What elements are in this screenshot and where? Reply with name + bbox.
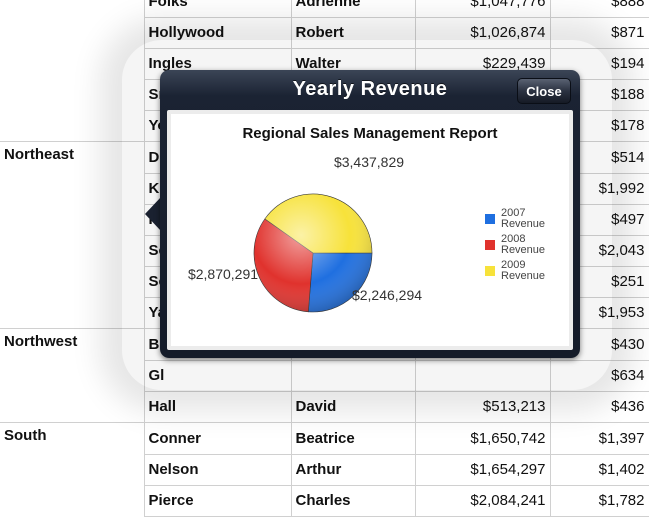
cell-r2: $1,782 bbox=[550, 485, 649, 517]
cell-last: Folks bbox=[144, 0, 292, 18]
cell-r2: $436 bbox=[550, 391, 649, 423]
cell-r1: $1,026,874 bbox=[415, 17, 551, 49]
cell-region bbox=[0, 360, 145, 391]
table-row: Nelson Arthur $1,654,297 $1,402 bbox=[0, 454, 649, 486]
legend-swatch bbox=[485, 240, 495, 250]
cell-r2: $1,402 bbox=[550, 454, 649, 486]
cell-region bbox=[0, 391, 145, 423]
cell-first bbox=[291, 360, 416, 392]
cell-first: Robert bbox=[291, 17, 416, 49]
cell-last: Nelson bbox=[144, 454, 292, 486]
chart-legend: 2007 Revenue 2008 Revenue 2009 Revenue bbox=[485, 207, 545, 282]
cell-r1 bbox=[415, 360, 551, 392]
cell-region bbox=[0, 454, 145, 485]
cell-first: Beatrice bbox=[291, 422, 416, 455]
cell-first: Arthur bbox=[291, 454, 416, 486]
cell-region bbox=[0, 17, 145, 48]
cell-last: Gl bbox=[144, 360, 292, 392]
popover-title: Yearly Revenue bbox=[292, 78, 448, 100]
table-row: Pierce Charles $2,084,241 $1,782 bbox=[0, 485, 649, 517]
cell-first: Charles bbox=[291, 485, 416, 517]
cell-region bbox=[0, 79, 145, 110]
slice-value-label: $3,437,829 bbox=[334, 154, 404, 170]
yearly-revenue-popover: Yearly Revenue Close Regional Sales Mana… bbox=[160, 70, 580, 358]
cell-last: Hall bbox=[144, 391, 292, 423]
cell-region bbox=[0, 266, 145, 297]
table-row: Hollywood Robert $1,026,874 $871 bbox=[0, 17, 649, 49]
cell-r1: $1,047,776 bbox=[415, 0, 551, 18]
table-row: Gl $634 bbox=[0, 360, 649, 392]
cell-r1: $2,084,241 bbox=[415, 485, 551, 517]
cell-last: Hollywood bbox=[144, 17, 292, 49]
close-button[interactable]: Close bbox=[517, 78, 571, 104]
cell-last: Pierce bbox=[144, 485, 292, 517]
cell-r2: $871 bbox=[550, 17, 649, 49]
cell-r1: $1,650,742 bbox=[415, 422, 551, 455]
legend-label: 2007 Revenue bbox=[501, 207, 545, 230]
cell-region bbox=[0, 48, 145, 79]
cell-r2: $888 bbox=[550, 0, 649, 18]
cell-region bbox=[0, 297, 145, 329]
cell-r1: $513,213 bbox=[415, 391, 551, 423]
pie-slice-1[interactable] bbox=[308, 252, 373, 313]
cell-region bbox=[0, 485, 145, 516]
cell-region bbox=[0, 204, 145, 235]
chart-panel: Regional Sales Management Report $2,246,… bbox=[171, 114, 569, 346]
cell-region bbox=[0, 173, 145, 204]
legend-label: 2008 Revenue bbox=[501, 233, 545, 256]
cell-region bbox=[0, 110, 145, 142]
legend-swatch bbox=[485, 266, 495, 276]
cell-last: Conner bbox=[144, 422, 292, 455]
legend-swatch bbox=[485, 214, 495, 224]
chart-title: Regional Sales Management Report bbox=[242, 125, 497, 142]
legend-label: 2009 Revenue bbox=[501, 259, 545, 282]
popover-content: Regional Sales Management Report $2,246,… bbox=[167, 110, 573, 350]
cell-region: Northeast bbox=[0, 141, 145, 173]
slice-value-label: $2,870,291 bbox=[188, 266, 258, 282]
pie-slice-labels: $2,246,294 $2,870,291 $3,437,829 bbox=[188, 154, 422, 303]
cell-r1: $1,654,297 bbox=[415, 454, 551, 486]
table-row: Hall David $513,213 $436 bbox=[0, 391, 649, 423]
revenue-pie-chart: Regional Sales Management Report $2,246,… bbox=[188, 125, 545, 313]
cell-r2: $634 bbox=[550, 360, 649, 392]
slice-value-label: $2,246,294 bbox=[352, 287, 422, 303]
table-row: South Conner Beatrice $1,650,742 $1,397 bbox=[0, 422, 649, 455]
cell-r2: $1,397 bbox=[550, 422, 649, 455]
table-row: Folks Adrienne $1,047,776 $888 bbox=[0, 0, 649, 18]
cell-first: David bbox=[291, 391, 416, 423]
cell-first: Adrienne bbox=[291, 0, 416, 18]
cell-region: South bbox=[0, 422, 145, 454]
cell-region bbox=[0, 0, 145, 17]
popover-arrow bbox=[145, 197, 161, 231]
cell-region: Northwest bbox=[0, 328, 145, 360]
cell-region bbox=[0, 235, 145, 266]
